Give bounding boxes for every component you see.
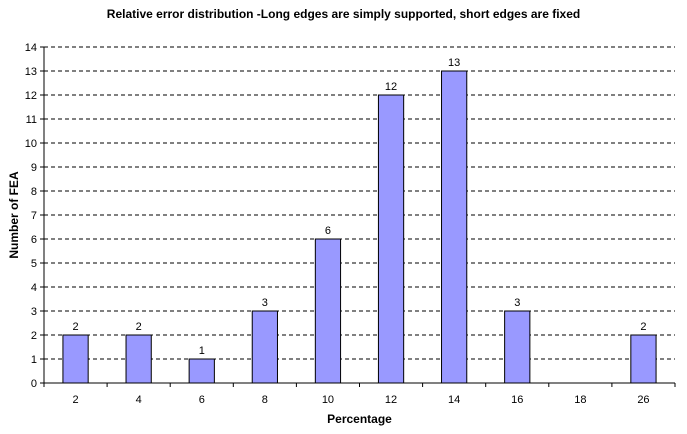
bar: [251, 310, 278, 384]
bar: [314, 238, 342, 384]
y-axis-label: Number of FEA: [7, 171, 21, 259]
bar: [62, 334, 89, 384]
y-tick-label: 4: [31, 282, 37, 294]
bar-value-label: 12: [385, 81, 397, 93]
x-tick-label: 18: [574, 394, 586, 406]
bar: [441, 70, 468, 384]
chart-title: Relative error distribution -Long edges …: [106, 7, 581, 21]
y-tick-label: 1: [31, 354, 37, 366]
y-tick-label: 7: [31, 210, 37, 222]
y-tick-label: 10: [25, 138, 37, 150]
bar-value-label: 3: [262, 297, 268, 309]
labels: 0123456789101112131422241638610121213143…: [25, 42, 650, 406]
bar-value-label: 2: [640, 321, 646, 333]
y-tick-label: 8: [31, 186, 37, 198]
x-tick-label: 10: [322, 394, 334, 406]
y-tick-label: 0: [31, 378, 37, 390]
gridlines: [44, 46, 675, 360]
bar-value-label: 2: [136, 321, 142, 333]
y-tick-label: 13: [25, 66, 37, 78]
x-tick-label: 26: [637, 394, 649, 406]
bars: [62, 70, 657, 384]
x-tick-label: 6: [199, 394, 205, 406]
x-tick-label: 2: [72, 394, 78, 406]
bar: [188, 358, 215, 384]
y-tick-label: 5: [31, 258, 37, 270]
bar: [125, 334, 152, 384]
bar-value-label: 1: [199, 345, 205, 357]
y-tick-label: 6: [31, 234, 37, 246]
bar-value-label: 6: [325, 225, 331, 237]
x-tick-label: 14: [448, 394, 460, 406]
x-tick-label: 12: [385, 394, 397, 406]
y-tick-label: 11: [26, 114, 37, 126]
x-axis-label: Percentage: [327, 412, 392, 426]
bar-value-label: 13: [448, 57, 460, 69]
y-tick-label: 3: [31, 306, 37, 318]
y-tick-label: 2: [31, 330, 37, 342]
bar: [504, 310, 531, 384]
y-tick-label: 9: [31, 162, 37, 174]
y-tick-label: 12: [25, 90, 37, 102]
x-tick-label: 4: [136, 394, 142, 406]
x-tick-label: 16: [511, 394, 523, 406]
axes: [40, 46, 676, 387]
bar: [377, 94, 405, 384]
x-tick-label: 8: [262, 394, 268, 406]
bar: [630, 334, 657, 384]
y-tick-label: 14: [25, 42, 37, 54]
bar-value-label: 3: [514, 297, 520, 309]
bar-value-label: 2: [72, 321, 78, 333]
